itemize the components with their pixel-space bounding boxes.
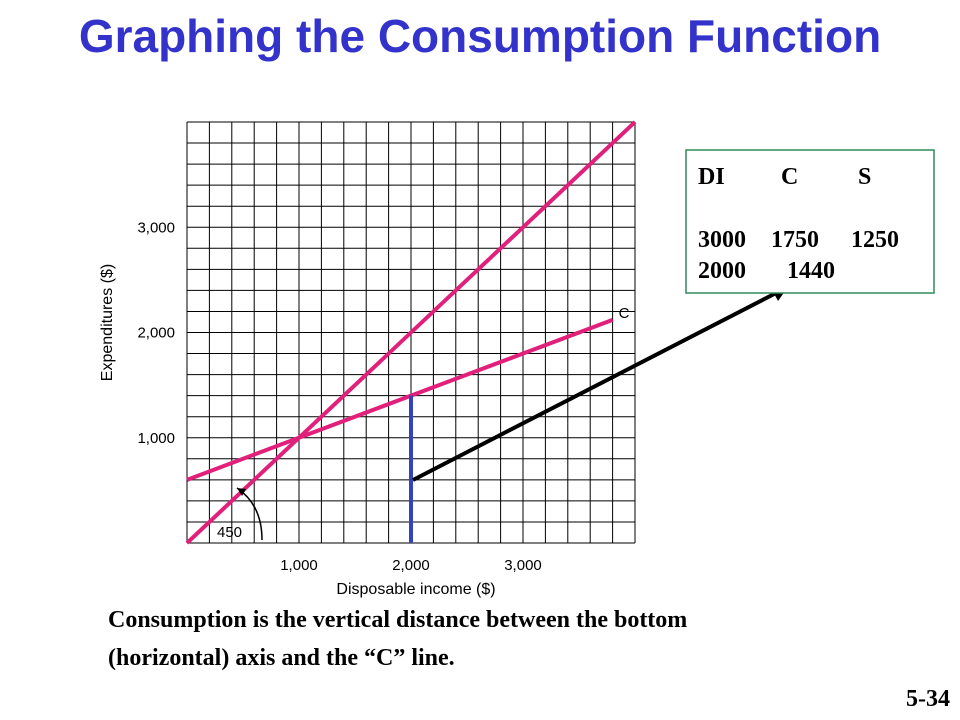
line [185,120,637,545]
y-tick-label: 3,000 [137,219,175,236]
line-label: C [619,305,630,322]
y-tick-label: 1,000 [137,430,175,447]
table-header: DI [698,164,725,190]
x-tick-label: 2,000 [392,557,430,574]
table-header: S [858,164,871,190]
table-header: C [781,164,798,190]
table-box [685,149,935,294]
line [186,317,614,482]
x-tick-label: 3,000 [504,557,542,574]
arc-arrowhead [237,488,246,496]
x-axis-label: Disposable income ($) [336,581,495,598]
caption-line: (horizontal) axis and the “C” line. [108,645,455,671]
title: Graphing the Consumption Function [79,10,881,62]
slide-number: 5-34 [906,686,950,712]
table-cell: 1250 [851,227,899,253]
table-cell: 1750 [771,227,819,253]
x-tick-label: 1,000 [280,557,318,574]
caption-line: Consumption is the vertical distance bet… [108,607,687,633]
table-cell: 2000 [698,258,746,284]
y-tick-label: 2,000 [137,325,175,342]
pointer-arrow [412,291,777,482]
table-cell: 3000 [698,227,746,253]
y-axis-label: Expenditures ($) [99,264,116,381]
table-cell: 1440 [787,258,835,284]
line-label: 450 [217,524,242,541]
